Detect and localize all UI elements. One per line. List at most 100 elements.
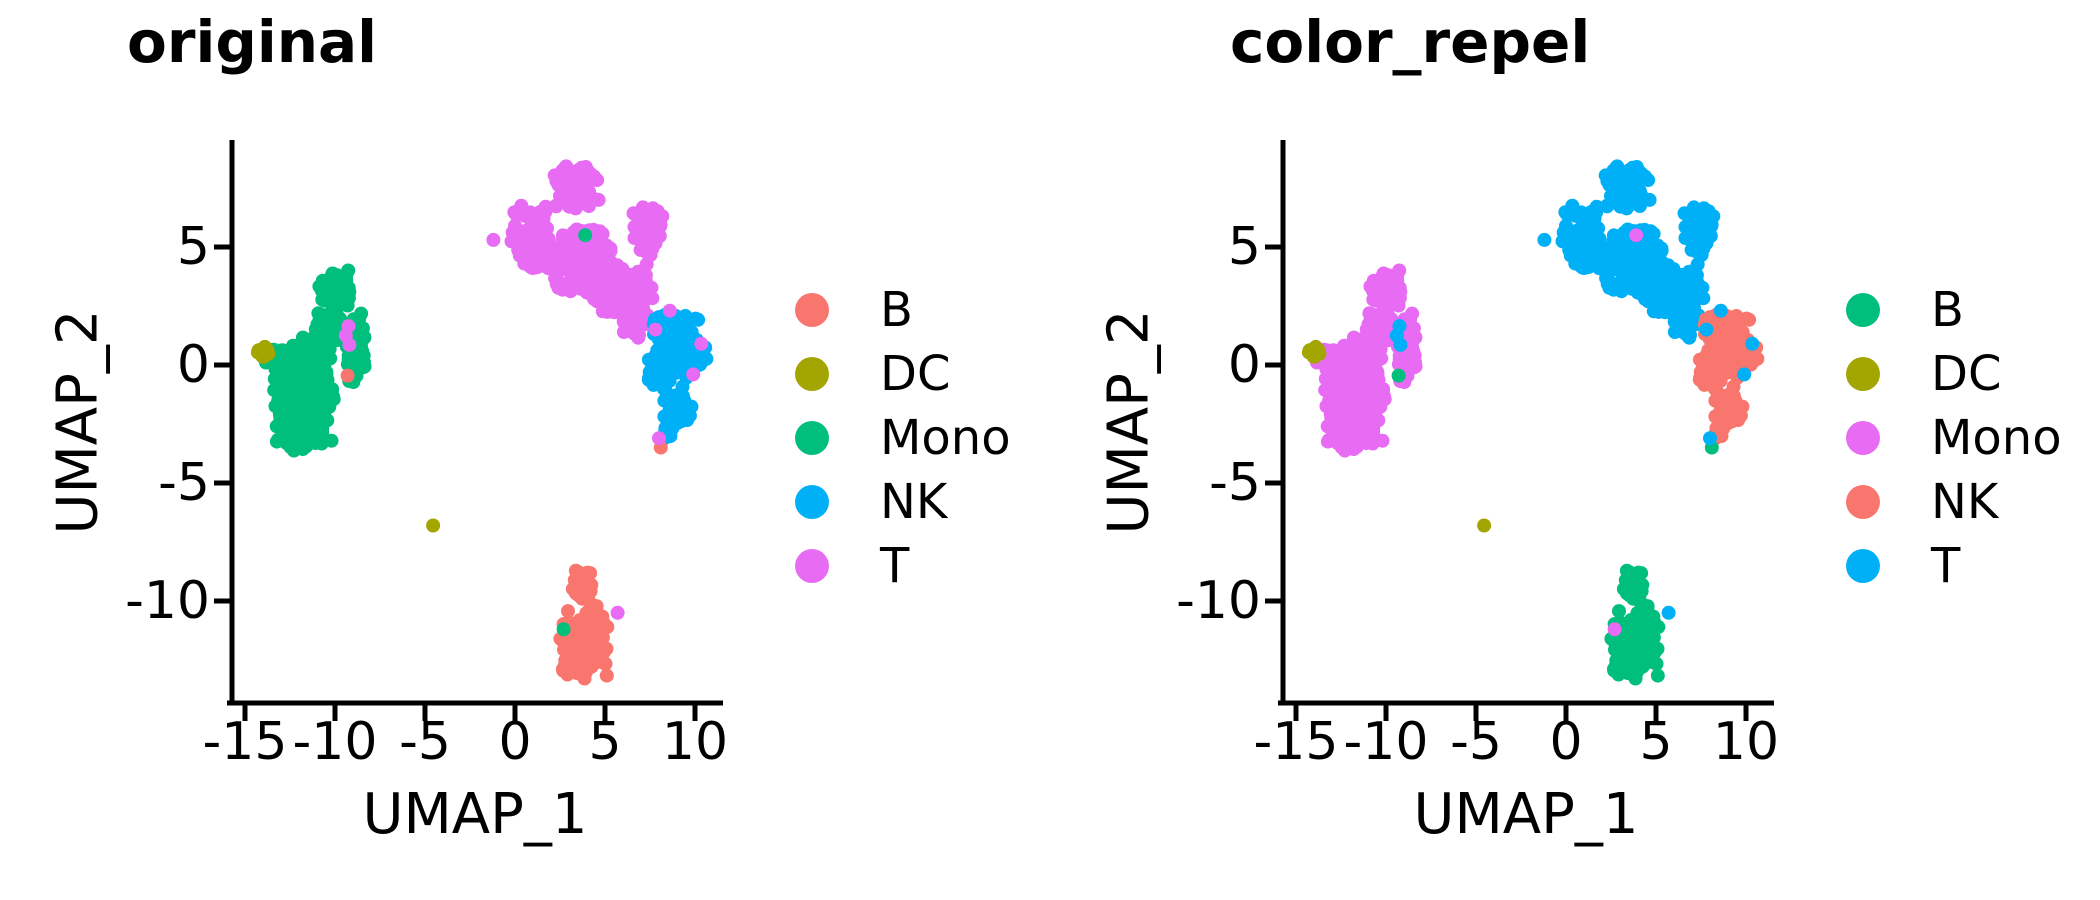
point	[512, 248, 527, 263]
point	[324, 433, 339, 448]
point	[1681, 329, 1696, 344]
point	[1391, 368, 1406, 383]
point	[1574, 205, 1589, 220]
point	[639, 275, 654, 290]
y-tick-label: 0	[1227, 335, 1261, 395]
point	[535, 233, 550, 248]
legend-dot-mono	[795, 421, 829, 455]
legend-label-t: T	[1931, 538, 1961, 594]
point	[338, 328, 353, 343]
point	[280, 397, 295, 412]
point	[610, 605, 625, 620]
point	[353, 338, 368, 352]
x-tick-label: -10	[292, 712, 378, 772]
point	[1696, 363, 1710, 378]
point	[660, 352, 675, 367]
legend-label-nk: NK	[880, 474, 948, 530]
point	[1690, 275, 1705, 290]
scatter-points	[1301, 159, 1765, 686]
point	[1377, 330, 1392, 345]
point	[587, 292, 602, 306]
point	[662, 303, 677, 318]
point	[648, 236, 663, 251]
legend-dot-t	[1846, 549, 1880, 583]
point	[1301, 345, 1316, 360]
legend-label-mono: Mono	[1931, 410, 2062, 466]
point	[250, 345, 265, 360]
point	[1586, 233, 1601, 248]
point	[668, 320, 683, 335]
point	[1348, 362, 1363, 377]
x-tick-label: -15	[1253, 712, 1339, 772]
x-tick-label: 5	[1639, 712, 1673, 772]
point	[686, 367, 701, 382]
point	[1725, 360, 1740, 374]
point	[1606, 253, 1621, 268]
point	[292, 439, 306, 453]
point	[316, 366, 331, 381]
point	[1686, 225, 1701, 240]
point	[599, 273, 614, 288]
point	[279, 424, 294, 439]
point	[1673, 268, 1688, 283]
point	[573, 580, 588, 595]
point	[341, 290, 356, 305]
point	[426, 518, 441, 533]
legend-label-b: B	[1931, 282, 1964, 338]
point	[523, 205, 538, 220]
scatter-points	[250, 159, 714, 686]
point	[1719, 320, 1734, 335]
point	[694, 336, 709, 351]
point	[622, 268, 637, 283]
legend-label-dc: DC	[880, 346, 951, 402]
point	[645, 363, 659, 378]
legend-dot-dc	[1846, 357, 1880, 391]
x-tick-label: -5	[399, 712, 451, 772]
point	[1625, 184, 1640, 199]
point	[1331, 397, 1346, 412]
point	[1745, 336, 1760, 351]
point	[1397, 354, 1412, 368]
point	[292, 424, 307, 438]
y-tick-label: -10	[125, 571, 210, 631]
point	[1342, 409, 1357, 424]
point	[1667, 314, 1682, 329]
point	[579, 653, 594, 667]
point	[1621, 279, 1636, 294]
legend-dot-b	[795, 293, 829, 327]
point	[551, 280, 566, 295]
point	[1563, 248, 1578, 263]
x-tick-label: 10	[661, 712, 729, 772]
point	[1711, 352, 1726, 367]
point	[635, 289, 650, 303]
point	[616, 314, 631, 329]
point	[574, 184, 589, 199]
point	[310, 378, 325, 393]
y-tick-label: -10	[1176, 571, 1261, 631]
point	[570, 279, 585, 294]
point	[555, 253, 570, 268]
legend-dot-mono	[1846, 421, 1880, 455]
point	[674, 360, 689, 374]
point	[680, 413, 695, 427]
point	[297, 362, 312, 377]
point	[577, 670, 592, 685]
point	[1643, 224, 1658, 239]
panel-color_repel	[1265, 140, 1774, 721]
legend-label-b: B	[880, 282, 913, 338]
x-axis-label-left: UMAP_1	[362, 782, 588, 847]
point	[1367, 308, 1382, 323]
point	[1650, 668, 1665, 683]
point	[1661, 605, 1676, 620]
x-tick-label: -5	[1450, 712, 1502, 772]
point	[1607, 162, 1622, 177]
point	[1375, 433, 1390, 448]
legend-label-mono: Mono	[880, 410, 1011, 466]
point	[346, 354, 361, 368]
legend-label-t: T	[880, 538, 910, 594]
legend-label-nk: NK	[1931, 474, 1999, 530]
point	[316, 308, 331, 323]
point	[1537, 232, 1552, 247]
point	[1330, 424, 1345, 439]
